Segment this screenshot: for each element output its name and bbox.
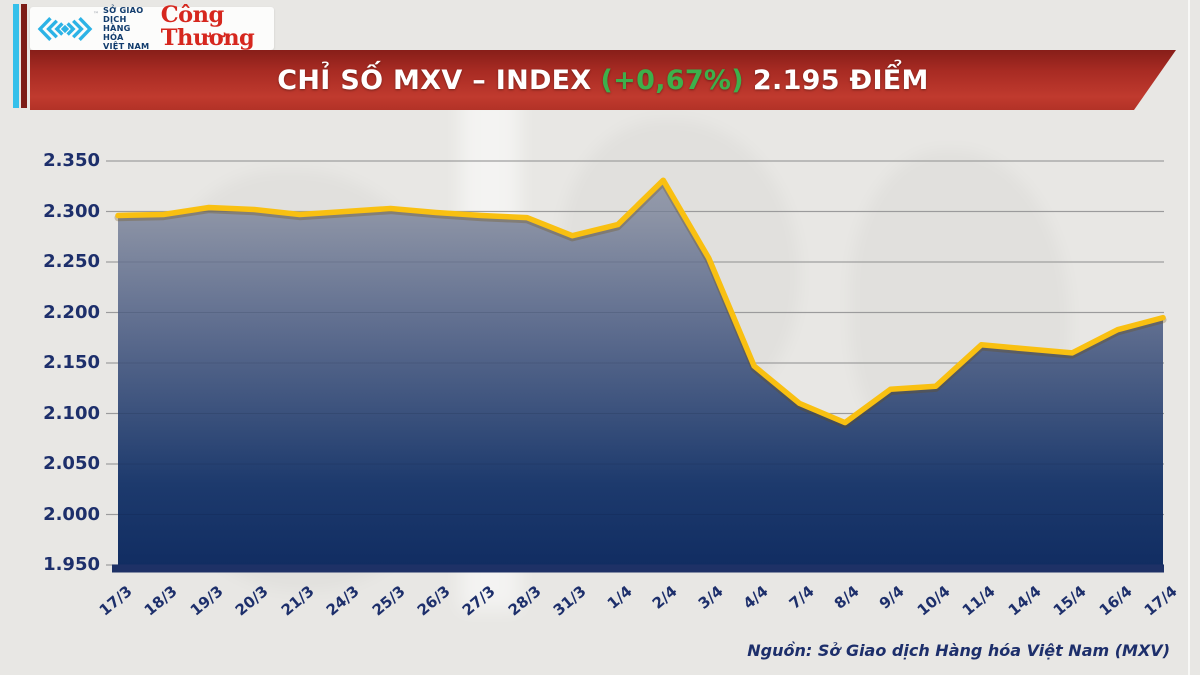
y-tick-label: 2.200: [43, 301, 100, 323]
y-tick-label: 1.950: [43, 554, 100, 575]
mxv-org-name: SỞ GIAO DỊCH HÀNG HÓA VIỆT NAM: [103, 4, 152, 52]
org-line: HÀNG HÓA: [103, 22, 131, 43]
congthuong-logo-text: Công Thương: [160, 2, 255, 51]
source-caption: Nguồn: Sở Giao dịch Hàng hóa Việt Nam (M…: [747, 641, 1170, 660]
title-banner: CHỈ SỐ MXV – INDEX (+0,67%) 2.195 ĐIỂM: [30, 50, 1176, 110]
chart-title-value: 2.195 ĐIỂM: [752, 64, 929, 96]
mxv-logo-icon: [37, 16, 93, 41]
org-line: VIỆT NAM: [103, 41, 150, 52]
y-tick-label: 2.000: [43, 503, 100, 525]
y-tick-label: 2.150: [43, 352, 100, 373]
left-accent-cyan: [13, 4, 19, 108]
y-tick-label: 2.250: [43, 251, 100, 272]
trademark-symbol: ™: [93, 11, 99, 18]
chart-title-prefix: CHỈ SỐ MXV – INDEX: [277, 64, 592, 96]
logo-card: ™ SỞ GIAO DỊCH HÀNG HÓA VIỆT NAM Công Th…: [30, 2, 274, 53]
y-tick-label: 2.050: [43, 453, 100, 474]
y-tick-label: 2.100: [43, 402, 100, 424]
card-edge-line: [1188, 0, 1190, 675]
y-tick-label: 2.350: [43, 150, 100, 171]
y-tick-label: 2.300: [43, 200, 100, 222]
org-line: SỞ GIAO DỊCH: [103, 4, 144, 24]
left-accent-maroon: [21, 4, 27, 108]
chart-title-change-badge: (+0,67%): [600, 64, 744, 96]
